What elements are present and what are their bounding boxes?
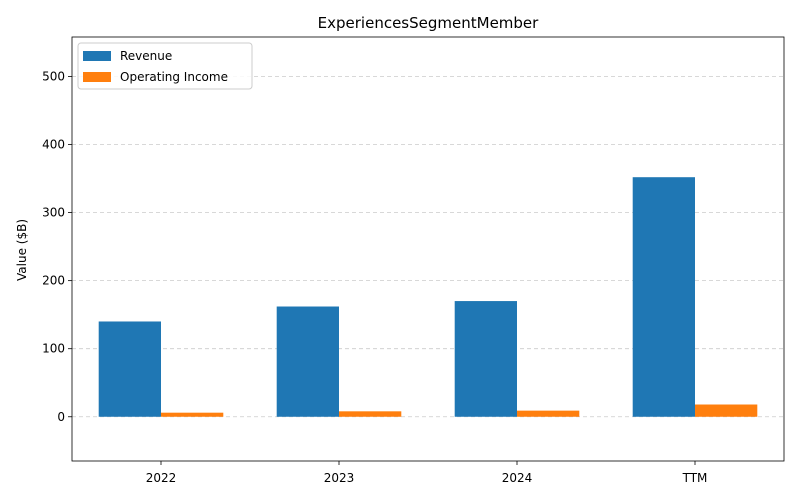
x-tick-label: 2022 — [146, 471, 177, 485]
y-tick-label: 100 — [42, 342, 65, 356]
legend-label: Revenue — [120, 49, 172, 63]
legend-label: Operating Income — [120, 70, 228, 84]
legend: Revenue Operating Income — [77, 42, 253, 90]
x-tick-label: 2023 — [324, 471, 355, 485]
bars — [98, 177, 758, 417]
y-tick-label: 400 — [42, 138, 65, 152]
x-tick-label: 2024 — [502, 471, 533, 485]
bar-revenue-2023 — [276, 306, 339, 417]
axes: 0 100 200 300 400 500 2022 2023 2024 TTM — [42, 36, 785, 485]
bar-operating-income-2022 — [161, 412, 224, 417]
bar-revenue-2022 — [98, 321, 161, 417]
y-tick-label: 300 — [42, 206, 65, 220]
x-tick-label: TTM — [682, 471, 708, 485]
bar-operating-income-2024 — [517, 410, 580, 417]
legend-box — [77, 42, 253, 90]
chart-title: ExperiencesSegmentMember — [318, 14, 539, 32]
bar-operating-income-2023 — [339, 411, 402, 417]
plot-frame — [71, 36, 785, 462]
y-axis-label: Value ($B) — [15, 219, 29, 281]
bar-operating-income-ttm — [695, 404, 758, 417]
legend-swatch — [83, 72, 111, 82]
legend-swatch — [83, 51, 111, 61]
y-tick-label: 0 — [57, 410, 65, 424]
bar-revenue-ttm — [632, 177, 695, 417]
bar-revenue-2024 — [454, 301, 517, 417]
y-tick-label: 200 — [42, 274, 65, 288]
y-tick-label: 500 — [42, 69, 65, 83]
